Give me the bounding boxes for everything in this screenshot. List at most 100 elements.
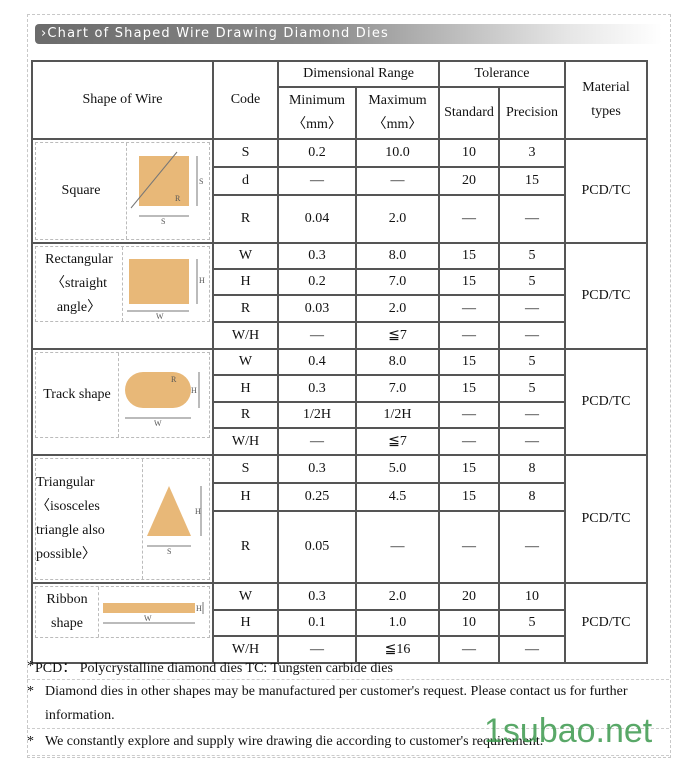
svg-text:W: W: [154, 419, 162, 428]
precision-tolerance-cell: —: [498, 427, 566, 456]
maximum-cell: 10.0: [355, 137, 440, 169]
maximum-cell: 2.0: [355, 582, 440, 611]
footnote-text: Diamond dies in other shapes may be manu…: [45, 684, 628, 723]
code-cell: d: [212, 166, 279, 197]
code-cell: W: [212, 242, 279, 270]
table-row: W/H — ≦7— —: [32, 321, 647, 350]
precision-tolerance-cell: —: [498, 510, 566, 584]
precision-tolerance-cell: 3: [498, 137, 566, 169]
standard-tolerance-cell: —: [438, 194, 500, 244]
svg-text:R: R: [171, 375, 177, 384]
maximum-cell: 1/2H: [355, 401, 440, 429]
table-row: d — —20 15: [32, 166, 647, 197]
shape-label: Rectangular〈straight angle〉: [45, 252, 113, 315]
table-row: H 0.2 7.0 15 5: [32, 268, 647, 296]
shape-diagram: S S R: [126, 143, 209, 239]
minimum-cell: 1/2H: [277, 401, 357, 429]
minimum-cell: —: [277, 321, 357, 350]
code-cell: W: [212, 348, 279, 376]
table-row: Ribbon shape W H W 0.3 2.0 20 10 PCD/TC: [31, 582, 648, 664]
header-min-label: Minimum: [288, 93, 345, 108]
minimum-cell: 0.2: [277, 137, 357, 169]
code-cell: S: [212, 453, 279, 485]
svg-text:S: S: [161, 217, 165, 226]
minimum-cell: 0.3: [277, 374, 357, 403]
table-row: R 1/2H 1/2H — —: [32, 401, 647, 429]
asterisk: *: [27, 684, 34, 699]
header-min: Minimum 〈mm〉: [277, 86, 357, 140]
svg-text:H: H: [199, 276, 205, 285]
material-cell: PCD/TC: [564, 138, 648, 244]
shape-box: Triangular〈isosceles triangle also possi…: [35, 458, 210, 580]
maximum-cell: 8.0: [355, 348, 440, 376]
code-cell: W/H: [212, 427, 279, 456]
precision-tolerance-cell: 15: [498, 166, 566, 197]
precision-tolerance-cell: 8: [498, 482, 566, 513]
unit-label: 〈mm〉: [372, 117, 423, 132]
table-row: Track shape W H R W 0.4 8.0 15 5 PCD/TC: [31, 348, 648, 456]
precision-tolerance-cell: —: [498, 294, 566, 323]
maximum-cell: 7.0: [355, 268, 440, 296]
code-cell: S: [212, 137, 279, 169]
standard-tolerance-cell: —: [438, 401, 500, 429]
minimum-cell: 0.4: [277, 348, 357, 376]
header-material: Material types: [564, 60, 648, 140]
standard-tolerance-cell: 10: [438, 609, 500, 637]
precision-tolerance-cell: 5: [498, 348, 566, 376]
shape-box: Square S S R: [35, 142, 210, 240]
header-precision: Precision: [498, 86, 566, 140]
shape-box: Track shape W H R: [35, 352, 210, 438]
maximum-cell: —: [355, 510, 440, 584]
standard-tolerance-cell: 15: [438, 242, 500, 270]
table-row: H 0.3 7.0 15 5: [32, 374, 647, 403]
minimum-cell: 0.05: [277, 510, 357, 584]
svg-text:W: W: [156, 312, 164, 319]
header-shape: Shape of Wire: [31, 60, 214, 140]
minimum-cell: —: [277, 635, 357, 664]
standard-tolerance-cell: —: [438, 321, 500, 350]
footnote-text: PCD： Polycrystalline diamond dies TC: Tu…: [35, 661, 393, 676]
svg-text:H: H: [191, 386, 197, 395]
precision-tolerance-cell: —: [498, 194, 566, 244]
code-cell: R: [212, 294, 279, 323]
svg-text:R: R: [175, 194, 181, 203]
minimum-cell: 0.25: [277, 482, 357, 513]
table-row: Rectangular〈straight angle〉 W H W 0.3 8.0 15 5 P…: [31, 242, 648, 350]
svg-text:H: H: [196, 604, 202, 613]
maximum-cell: 2.0: [355, 194, 440, 244]
asterisk: *: [27, 734, 34, 749]
code-cell: R: [212, 510, 279, 584]
table-row: Square S S R S 0.2 10.0 10 3 PCD/TC: [31, 137, 648, 244]
code-cell: H: [212, 609, 279, 637]
code-cell: W/H: [212, 321, 279, 350]
table-row: W/H — ≦7— —: [32, 427, 647, 456]
asterisk: *: [27, 659, 34, 674]
footnote: * We constantly explore and supply wire d…: [27, 729, 669, 756]
shape-cell: Track shape W H R: [31, 348, 214, 456]
minimum-cell: 0.3: [277, 242, 357, 270]
standard-tolerance-cell: —: [438, 635, 500, 664]
footnotes: * PCD： Polycrystalline diamond dies TC: T…: [27, 655, 669, 756]
content-frame: [27, 14, 671, 758]
precision-tolerance-cell: —: [498, 635, 566, 664]
maximum-cell: 7.0: [355, 374, 440, 403]
double-chevron-right-icon: ›: [41, 26, 48, 41]
maximum-cell: 4.5: [355, 482, 440, 513]
table-row: R 0.04 2.0— —: [32, 194, 647, 244]
maximum-cell: ≦7: [355, 321, 440, 350]
precision-tolerance-cell: 5: [498, 609, 566, 637]
material-cell: PCD/TC: [564, 454, 648, 584]
svg-text:H: H: [195, 507, 201, 516]
shape-label: Ribbon shape: [46, 592, 88, 631]
header-standard: Standard: [438, 86, 500, 140]
minimum-cell: 0.3: [277, 582, 357, 611]
precision-tolerance-cell: 8: [498, 453, 566, 485]
precision-tolerance-cell: 5: [498, 242, 566, 270]
minimum-cell: —: [277, 427, 357, 456]
svg-text:S: S: [199, 177, 203, 186]
table-row: W/H — ≦16— —: [32, 635, 647, 664]
shape-diagram: W H R: [118, 353, 209, 437]
minimum-cell: 0.03: [277, 294, 357, 323]
minimum-cell: 0.3: [277, 453, 357, 485]
